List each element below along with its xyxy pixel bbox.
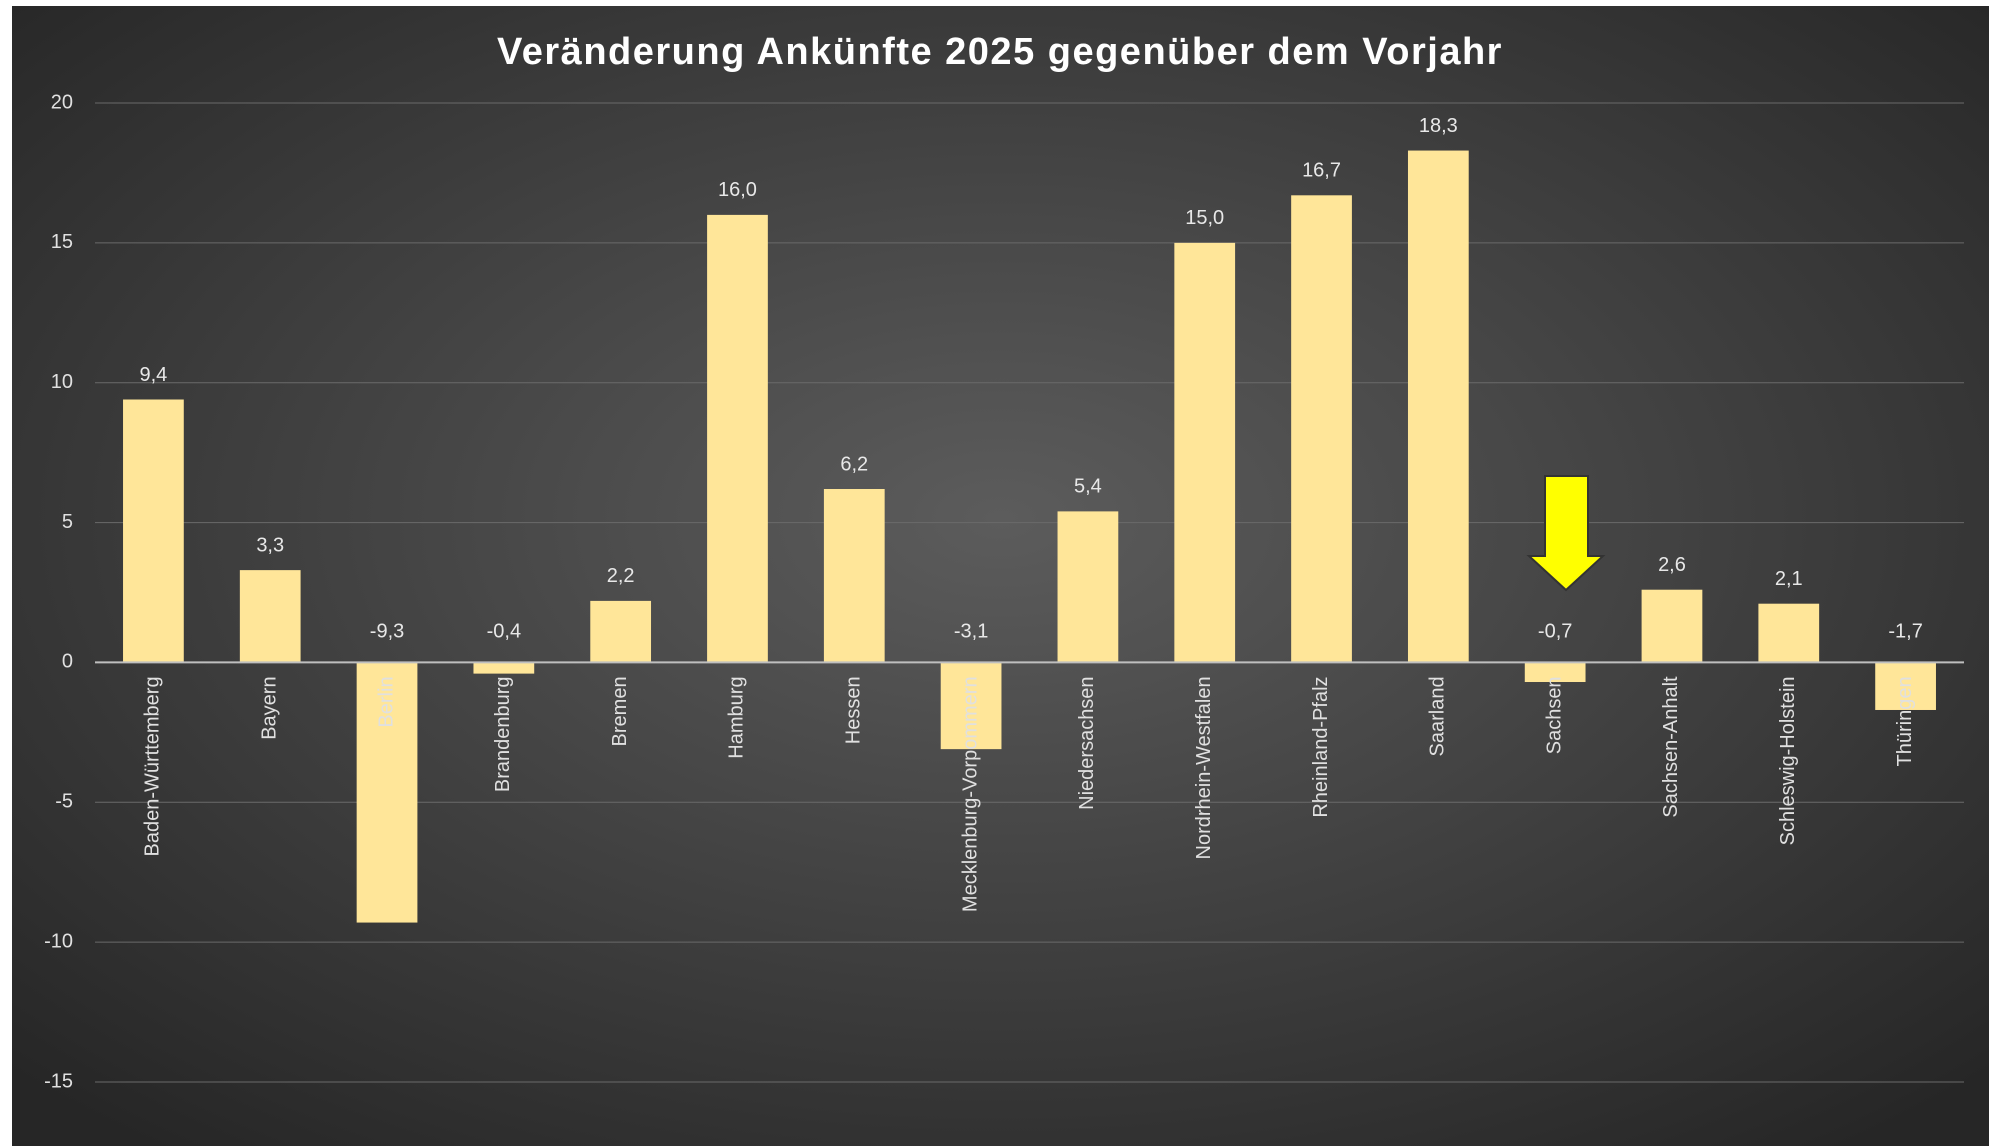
bar <box>590 600 652 663</box>
y-tick-label: -10 <box>44 930 73 952</box>
x-tick-label: Rheinland-Pfalz <box>1310 676 1332 817</box>
x-tick-label: Berlin <box>375 676 397 727</box>
x-tick-label: Hamburg <box>726 676 748 758</box>
data-label: 3,3 <box>256 534 284 556</box>
data-label: 15,0 <box>1185 207 1224 229</box>
x-tick-label: Hessen <box>843 676 865 744</box>
bar <box>356 662 418 923</box>
data-label: -9,3 <box>370 621 404 643</box>
x-tick-label: Brandenburg <box>492 676 514 792</box>
data-label: -1,7 <box>1888 621 1922 643</box>
data-label: 2,1 <box>1775 568 1803 590</box>
data-label: 2,6 <box>1658 554 1686 576</box>
x-tick-label: Saarland <box>1427 676 1449 756</box>
data-label: -0,7 <box>1538 621 1572 643</box>
bar <box>1057 511 1119 663</box>
y-tick-label: -5 <box>55 791 73 813</box>
x-tick-label: Thüringen <box>1894 676 1916 766</box>
bar <box>1758 603 1820 663</box>
data-label: 16,7 <box>1302 160 1341 182</box>
bar <box>823 489 885 663</box>
data-label: -3,1 <box>954 621 988 643</box>
bar <box>707 214 768 663</box>
bar <box>473 662 535 674</box>
chart-background <box>12 6 1989 1146</box>
data-label: 16,0 <box>718 179 757 201</box>
x-tick-label: Schleswig-Holstein <box>1777 676 1799 845</box>
data-label: 6,2 <box>840 453 868 475</box>
x-tick-label: Bayern <box>259 676 281 739</box>
y-tick-label: -15 <box>44 1070 73 1092</box>
data-label: 5,4 <box>1074 476 1102 498</box>
bar <box>1407 150 1469 663</box>
bar <box>1875 662 1936 710</box>
chart-title: Veränderung Ankünfte 2025 gegenüber dem … <box>497 31 1503 73</box>
y-tick-label: 15 <box>51 231 73 253</box>
highlight-arrow <box>1526 475 1606 592</box>
x-tick-label: Bremen <box>609 676 631 746</box>
y-tick-label: 5 <box>62 511 73 533</box>
x-tick-label: Baden-Württemberg <box>142 676 164 856</box>
x-tick-label: Mecklenburg-Vorpommern <box>959 676 981 912</box>
data-label: 18,3 <box>1419 115 1458 137</box>
plot-area: -15 -10 -5 0 5 10 15 20 9,4 Baden-Württemberg 3,3 B… <box>44 91 1964 1092</box>
x-tick-label: Nordrhein-Westfalen <box>1193 676 1215 859</box>
y-tick-label: 10 <box>51 371 73 393</box>
bar <box>239 570 301 663</box>
bar <box>1641 589 1703 663</box>
x-tick-label: Sachsen-Anhalt <box>1660 676 1682 818</box>
data-label: 9,4 <box>140 364 168 386</box>
bar <box>1524 662 1586 683</box>
bar <box>123 399 184 663</box>
bar <box>1174 242 1236 663</box>
x-tick-label: Sachsen <box>1543 676 1565 754</box>
data-label: -0,4 <box>487 621 521 643</box>
y-tick-label: 0 <box>62 651 73 673</box>
x-tick-label: Niedersachsen <box>1076 676 1098 809</box>
bar <box>1291 195 1352 663</box>
y-tick-label: 20 <box>51 91 73 113</box>
data-label: 2,2 <box>607 565 635 587</box>
bar <box>940 662 1002 750</box>
